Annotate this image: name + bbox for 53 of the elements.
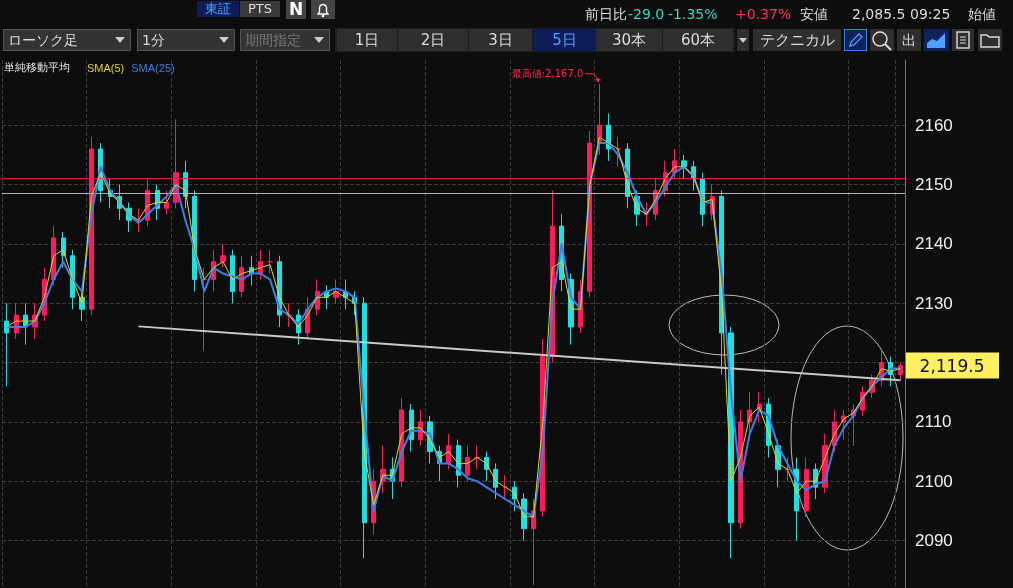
text: 2日 bbox=[398, 29, 468, 51]
y-tick-label: 2100 bbox=[915, 471, 953, 491]
text: SMA(25) bbox=[131, 62, 175, 74]
text: 東証 bbox=[197, 1, 239, 17]
text: ローソク足 bbox=[3, 29, 131, 51]
candlestick bbox=[616, 136, 621, 168]
candlestick bbox=[202, 267, 207, 352]
text: 5日 bbox=[534, 29, 595, 51]
text: 30本 bbox=[596, 29, 662, 51]
text: 2,085.5 bbox=[852, 5, 906, 23]
annotation: 最高値:2,167.0 bbox=[511, 68, 584, 80]
candlestick bbox=[136, 207, 141, 233]
candlestick bbox=[465, 445, 470, 482]
y-tick-label: 2150 bbox=[915, 175, 953, 195]
text: 1日 bbox=[337, 29, 397, 51]
y-tick-label: 2090 bbox=[915, 531, 953, 551]
text: SMA(5) bbox=[87, 62, 125, 74]
y-tick-label: 2130 bbox=[915, 293, 953, 313]
text: 3日 bbox=[469, 29, 532, 51]
candlestick bbox=[4, 302, 9, 387]
y-tick-label: 2110 bbox=[915, 412, 952, 432]
candlestick bbox=[804, 456, 809, 518]
text: 安値 bbox=[800, 5, 828, 23]
text: -29.0 bbox=[628, 5, 665, 23]
text: N bbox=[286, 0, 306, 19]
candlestick bbox=[531, 498, 536, 586]
candlestick bbox=[267, 249, 273, 275]
candlestick bbox=[446, 433, 451, 470]
text: 2,119.5 bbox=[919, 355, 985, 376]
candlestick bbox=[785, 456, 790, 482]
y-tick-label: 2160 bbox=[915, 115, 953, 135]
text: 始値 bbox=[968, 5, 996, 23]
candlestick bbox=[644, 201, 649, 227]
text: PTS bbox=[240, 1, 280, 17]
candlestick bbox=[474, 445, 480, 470]
text: 60本 bbox=[663, 29, 733, 51]
text: 09:25 bbox=[910, 5, 951, 23]
candlestick bbox=[681, 154, 687, 180]
candlestick bbox=[220, 243, 226, 269]
text: -1.35% bbox=[668, 5, 718, 23]
y-tick-label: 2140 bbox=[915, 234, 953, 254]
candlestick bbox=[503, 474, 508, 500]
text: +0.37% bbox=[735, 5, 792, 23]
text: テクニカル bbox=[753, 29, 841, 51]
text: 前日比 bbox=[585, 5, 627, 23]
text: 期間指定 bbox=[240, 29, 330, 51]
candlestick bbox=[286, 302, 291, 328]
legend-title: 単純移動平均 bbox=[4, 61, 70, 74]
candlestick bbox=[164, 190, 169, 215]
candlestick bbox=[898, 362, 903, 381]
text: 1分 bbox=[137, 29, 235, 51]
text: 出 bbox=[897, 29, 921, 51]
candlestick bbox=[230, 249, 235, 304]
